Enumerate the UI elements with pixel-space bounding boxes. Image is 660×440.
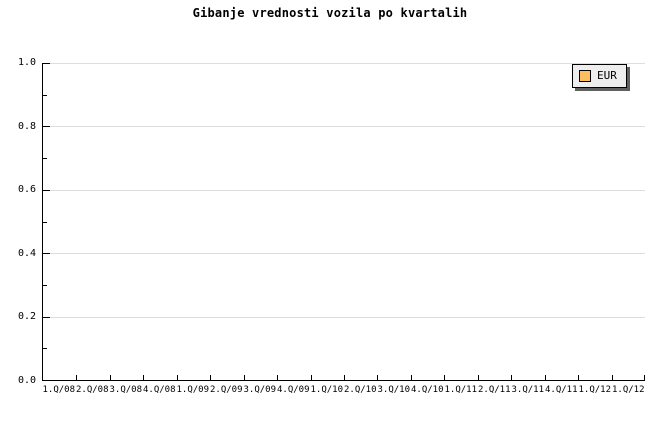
x-axis-labels: 1.Q/08 2.Q/08 3.Q/08 4.Q/08 1.Q/09 2.Q/09 3.Q/… <box>42 384 645 397</box>
x-tick-label: 1.Q/12 <box>611 385 645 395</box>
gridline <box>43 63 645 64</box>
x-tick-label: 3.Q/11 <box>511 385 544 395</box>
gridline <box>43 189 645 191</box>
x-tick <box>611 375 613 380</box>
x-tick-label: 2.Q/09 <box>209 385 243 395</box>
x-tick-label: 1.Q/12 <box>578 385 611 395</box>
x-tick-label: 4.Q/10 <box>410 385 444 395</box>
x-tick <box>310 375 312 380</box>
y-major-tick <box>43 63 50 64</box>
x-tick <box>444 375 446 380</box>
y-minor-tick <box>43 94 47 96</box>
y-tick-label: 1.0 <box>17 57 36 68</box>
x-tick-label: 4.Q/08 <box>142 385 176 395</box>
x-tick-label: 1.Q/10 <box>310 385 343 395</box>
y-major-tick <box>43 189 50 191</box>
x-tick-label: 4.Q/11 <box>544 385 578 395</box>
x-tick-label: 3.Q/09 <box>243 385 276 395</box>
y-major-tick <box>43 126 50 128</box>
x-tick-label: 3.Q/08 <box>109 385 142 395</box>
y-major-tick <box>43 380 50 381</box>
y-tick-label: 0.2 <box>17 311 36 323</box>
x-tick <box>277 375 279 380</box>
y-axis-labels: 0.0 0.2 0.4 0.6 0.8 1.0 <box>0 57 36 386</box>
x-tick <box>410 375 412 380</box>
x-tick <box>176 375 178 380</box>
y-minor-tick <box>43 221 47 223</box>
x-tick-label: 4.Q/09 <box>276 385 310 395</box>
x-tick <box>143 375 145 380</box>
legend-swatch-eur <box>579 70 591 82</box>
x-tick <box>243 375 245 380</box>
gridline <box>43 316 645 318</box>
x-tick <box>377 375 379 380</box>
x-tick-label: 3.Q/10 <box>377 385 410 395</box>
y-major-tick <box>43 253 50 255</box>
y-tick-label: 0.8 <box>17 120 36 132</box>
legend-label-eur: EUR <box>597 69 617 82</box>
y-tick-label: 0.6 <box>17 184 36 196</box>
x-tick <box>511 375 513 380</box>
x-tick <box>578 375 580 380</box>
gridline <box>43 126 645 128</box>
x-tick-label: 2.Q/10 <box>343 385 377 395</box>
y-tick-label: 0.4 <box>17 247 36 259</box>
y-tick-label: 0.0 <box>17 375 36 386</box>
x-tick <box>644 375 645 380</box>
y-minor-tick <box>43 158 47 160</box>
x-tick <box>109 375 111 380</box>
y-major-tick <box>43 316 50 318</box>
x-tick <box>544 375 546 380</box>
chart-title: Gibanje vrednosti vozila po kvartalih <box>192 6 468 20</box>
x-tick <box>477 375 479 380</box>
x-tick-label: 2.Q/11 <box>477 385 511 395</box>
y-minor-tick <box>43 348 47 350</box>
x-tick-label: 1.Q/08 <box>42 385 75 395</box>
x-tick <box>76 375 78 380</box>
plot-area <box>42 63 645 381</box>
x-tick-label: 2.Q/08 <box>75 385 109 395</box>
x-tick <box>210 375 212 380</box>
legend: EUR <box>572 64 627 88</box>
gridline <box>43 253 645 255</box>
x-tick <box>344 375 345 380</box>
x-tick-label: 1.Q/11 <box>444 385 477 395</box>
y-minor-tick <box>43 284 47 286</box>
x-tick-label: 1.Q/09 <box>176 385 209 395</box>
